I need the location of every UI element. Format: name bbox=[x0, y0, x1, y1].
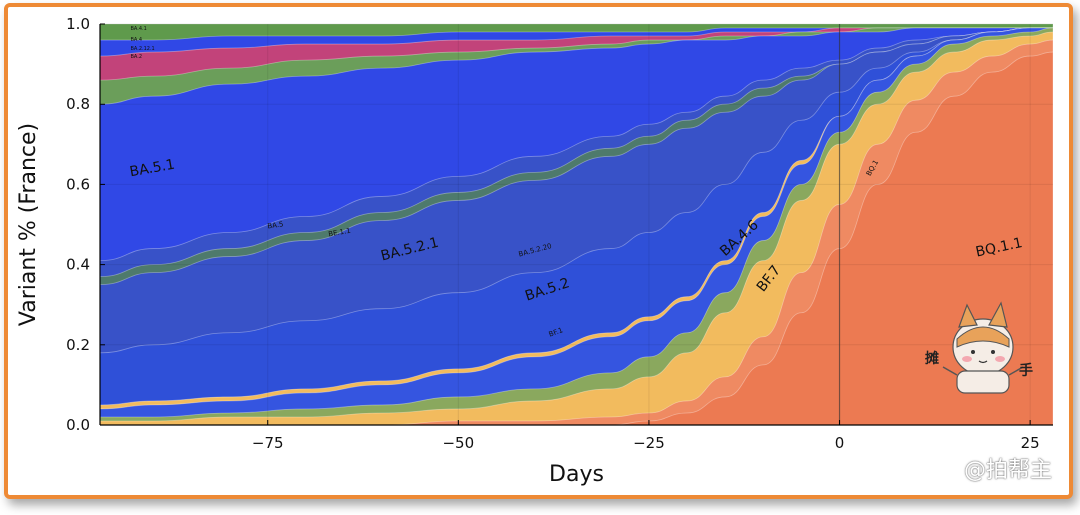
variant-label: BA.2 bbox=[130, 54, 142, 60]
y-tick-label: 0.8 bbox=[66, 95, 90, 113]
variant-label: BA.4.1 bbox=[130, 26, 146, 32]
mascot-caption-left: 摊 bbox=[925, 350, 939, 367]
x-tick-label: 0 bbox=[835, 434, 845, 452]
y-tick-label: 1.0 bbox=[66, 15, 90, 33]
watermark-text: @拍帮主 bbox=[963, 458, 1052, 483]
x-tick-label: −25 bbox=[633, 434, 665, 452]
x-tick-label: −50 bbox=[442, 434, 474, 452]
variant-label: BA.2.12.1 bbox=[130, 46, 154, 52]
y-axis-title: Variant % (France) bbox=[16, 123, 41, 326]
y-tick-label: 0.2 bbox=[66, 336, 90, 354]
y-tick-label: 0.4 bbox=[66, 256, 90, 274]
shiba-dog-mascot-icon: 摊 手 bbox=[925, 301, 1033, 394]
variant-label: BA.5.1 bbox=[128, 157, 176, 181]
x-tick-label: −75 bbox=[252, 434, 284, 452]
chart-frame: −75 −50 −25 0 25 0.0 0.2 0.4 0.6 0.8 1.0 Days Varian… bbox=[4, 3, 1073, 499]
y-tick-label: 0.0 bbox=[66, 416, 90, 434]
variant-label: BA.4 bbox=[130, 37, 142, 43]
x-axis-title: Days bbox=[549, 462, 604, 487]
x-tick-label: 25 bbox=[1021, 434, 1040, 452]
y-tick-label: 0.6 bbox=[66, 175, 90, 193]
variant-label: BE.1.1 bbox=[328, 227, 352, 239]
mascot-caption-right: 手 bbox=[1019, 362, 1033, 379]
variant-label: BA.5 bbox=[267, 220, 284, 230]
stacked-area-chart: −75 −50 −25 0 25 0.0 0.2 0.4 0.6 0.8 1.0 Days Varian… bbox=[16, 15, 1054, 487]
